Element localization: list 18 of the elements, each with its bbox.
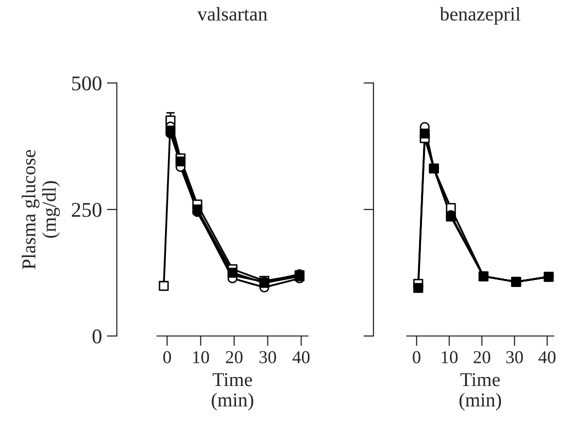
x-tick-label: 40 [538,351,556,364]
x-tick-label: 10 [442,351,458,364]
x-tick-label: 30 [260,351,276,364]
x-axis-title: Time (min) [212,373,254,410]
x-tick-label: 20 [226,351,243,364]
y-axis-title: Plasma glucose (mg/dl) [22,150,60,270]
x-tick-label: 40 [292,351,310,364]
x-tick-label: 20 [474,351,490,364]
y-tick-label: 0 [92,329,102,344]
chart-title: benazepril [440,6,520,25]
x-tick-label: 10 [193,351,209,364]
x-tick-label: 0 [163,351,171,364]
x-tick-label: 30 [506,351,523,364]
x-axis-title: Time (min) [460,373,501,410]
y-tick-label: 500 [72,76,102,90]
y-tick-label: 250 [72,202,102,217]
chart-title: valsartan [197,6,268,21]
x-tick-label: 0 [412,351,420,364]
